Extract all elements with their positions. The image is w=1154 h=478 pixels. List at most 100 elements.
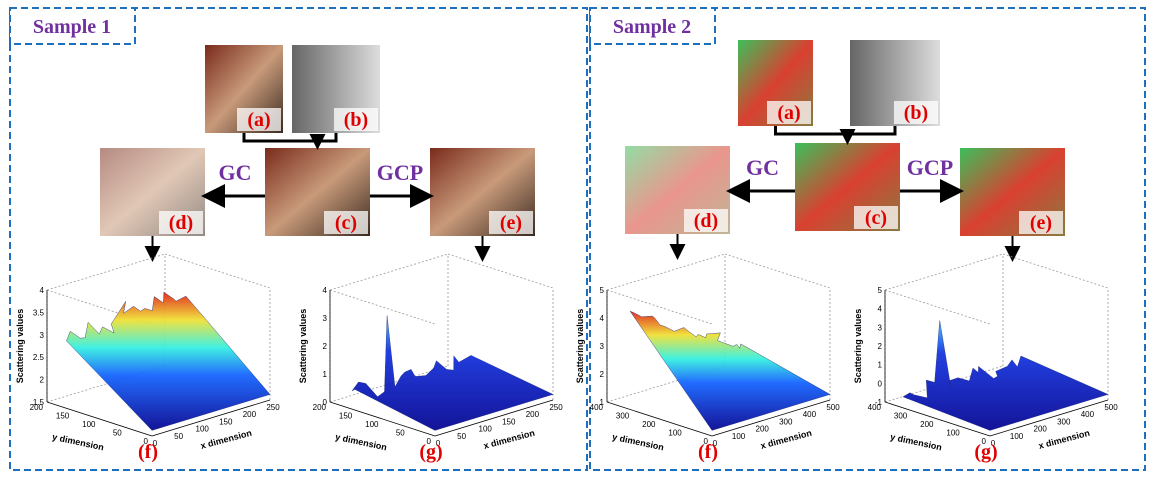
z-tick-label: 4 (878, 305, 883, 314)
z-tick-label: 3 (600, 342, 605, 351)
y-axis-label: y dimension (611, 432, 664, 453)
z-tick-label: 3 (878, 323, 883, 332)
x-tick-label: 400 (1081, 410, 1095, 419)
z-tick-label: 5 (878, 286, 883, 295)
bracket (244, 133, 336, 141)
method-label: GCP (907, 155, 953, 180)
z-tick-label: 2 (323, 342, 328, 351)
z-tick-label: 4 (323, 286, 328, 295)
image-label: (e) (500, 212, 522, 234)
x-tick-label: 100 (732, 432, 746, 441)
x-tick-label: 150 (219, 417, 233, 426)
sample-title: Sample 1 (33, 16, 111, 38)
bracket (776, 126, 896, 134)
x-tick-label: 500 (1104, 403, 1118, 412)
axis-line (607, 290, 712, 324)
z-tick-label: 0 (878, 379, 883, 388)
x-tick-label: 300 (1057, 417, 1071, 426)
plot-label: (g) (419, 441, 442, 463)
axis-line (1003, 254, 1108, 288)
z-tick-label: 3 (40, 331, 45, 340)
z-axis-label: Scattering values (853, 309, 863, 384)
axis-line (448, 254, 553, 288)
y-tick-label: 100 (668, 429, 682, 438)
sample-title: Sample 2 (613, 16, 691, 38)
method-label: GC (219, 160, 252, 185)
y-tick-label: 150 (339, 412, 353, 421)
z-tick-label: 1 (600, 398, 605, 407)
z-tick-label: -1 (875, 398, 883, 407)
method-label: GC (746, 155, 779, 180)
y-tick-label: 150 (56, 412, 70, 421)
y-axis-label: y dimension (889, 432, 942, 453)
z-tick-label: 5 (600, 286, 605, 295)
plot-3d: 0501001502002500501001502001.522.533.54x… (15, 254, 280, 463)
x-tick-label: 150 (502, 417, 516, 426)
x-tick-label: 400 (803, 410, 817, 419)
z-tick-label: 2.5 (33, 353, 45, 362)
x-tick-label: 100 (196, 425, 210, 434)
y-tick-label: 50 (113, 429, 122, 438)
plot-label: (f) (698, 441, 718, 463)
axis-line (47, 254, 165, 290)
z-tick-label: 1.5 (33, 398, 45, 407)
x-tick-label: 200 (243, 410, 257, 419)
y-axis-label: y dimension (51, 432, 104, 453)
image-label: (d) (694, 210, 718, 232)
y-tick-label: 200 (920, 420, 934, 429)
z-tick-label: 3 (323, 314, 328, 323)
y-axis-label: y dimension (334, 432, 387, 453)
axis-line (165, 254, 270, 288)
x-tick-label: 200 (1034, 425, 1048, 434)
axis-line (607, 254, 725, 290)
x-tick-label: 50 (457, 432, 466, 441)
z-tick-label: 4 (600, 314, 605, 323)
image-label: (e) (1030, 212, 1052, 234)
z-tick-label: 3.5 (33, 308, 45, 317)
x-tick-label: 100 (1010, 432, 1024, 441)
axis-line (330, 290, 435, 324)
z-axis-label: Scattering values (298, 309, 308, 384)
plot-label: (g) (974, 441, 997, 463)
x-tick-label: 200 (526, 410, 540, 419)
z-tick-label: 4 (40, 286, 45, 295)
image-label: (a) (777, 102, 800, 124)
x-tick-label: 50 (174, 432, 183, 441)
surface (352, 316, 553, 431)
axis-line (330, 254, 448, 290)
image-label: (b) (904, 102, 928, 124)
image-label: (d) (169, 212, 193, 234)
x-tick-label: 100 (479, 425, 493, 434)
figure: Sample 1(a)(b)(c)(d)(e)GCGCP050100150200… (0, 0, 1154, 478)
z-tick-label: 2 (40, 376, 45, 385)
y-tick-label: 300 (616, 412, 630, 421)
y-tick-label: 100 (946, 429, 960, 438)
y-tick-label: 100 (82, 420, 96, 429)
x-tick-label: 300 (779, 417, 793, 426)
y-tick-label: 200 (642, 420, 656, 429)
axis-line (725, 254, 830, 288)
axis-line (885, 254, 1003, 290)
y-tick-label: 300 (894, 412, 908, 421)
z-axis-label: Scattering values (575, 309, 585, 384)
image-label: (a) (247, 109, 270, 131)
surface (630, 311, 830, 430)
x-tick-label: 500 (826, 403, 840, 412)
y-tick-label: 50 (396, 429, 405, 438)
z-axis-label: Scattering values (15, 309, 25, 384)
z-tick-label: 2 (878, 342, 883, 351)
method-label: GCP (377, 160, 423, 185)
plot-label: (f) (138, 441, 158, 463)
image-label: (b) (344, 109, 368, 131)
z-tick-label: 2 (600, 370, 605, 379)
z-tick-label: 1 (323, 370, 328, 379)
surface (903, 321, 1108, 431)
z-tick-label: 0 (323, 398, 328, 407)
x-tick-label: 250 (266, 403, 280, 412)
axis-line (885, 290, 990, 324)
x-tick-label: 200 (756, 425, 770, 434)
z-tick-label: 1 (878, 361, 883, 370)
